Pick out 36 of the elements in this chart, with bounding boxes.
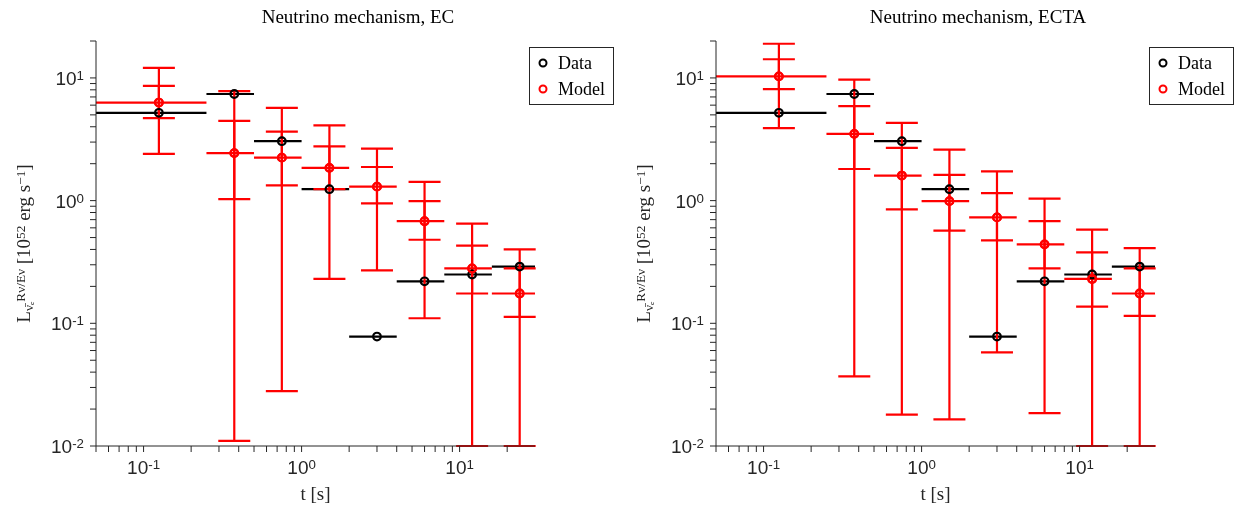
- x-tick-label: 10$^{0}$: [907, 457, 936, 478]
- x-tick-label: 10$^{0}$: [287, 457, 316, 478]
- point: [276, 136, 287, 147]
- point: [1039, 276, 1050, 287]
- point: [229, 89, 240, 99]
- point: [896, 136, 907, 147]
- point: [992, 331, 1002, 342]
- y-tick-label: 10$^{-1}$: [671, 313, 704, 335]
- x-tick-label: 10$^{-1}$: [127, 457, 161, 478]
- chart-title: Neutrino mechanism, EC: [260, 6, 456, 28]
- x-tick-label: 10$^{1}$: [1065, 457, 1094, 478]
- x-axis-title: t [s]: [920, 483, 951, 504]
- x-axis-title: t [s]: [300, 483, 331, 504]
- point: [514, 261, 525, 272]
- point: [1087, 269, 1098, 280]
- y-tick-label: 10$^{0}$: [55, 190, 84, 212]
- legend-label: Model: [1178, 78, 1225, 101]
- x-tick-label: 10$^{1}$: [445, 457, 474, 478]
- point: [849, 89, 860, 99]
- chart-title: Neutrino mechanism, ECTA: [868, 6, 1088, 28]
- legend-label: Data: [1178, 52, 1212, 75]
- x-tick-label: 10$^{-1}$: [747, 457, 781, 478]
- y-tick-label: 10$^{1}$: [675, 67, 704, 89]
- point: [1134, 261, 1145, 272]
- legend-label: Data: [558, 52, 592, 75]
- legend-label: Model: [558, 78, 605, 101]
- point: [944, 184, 955, 195]
- y-tick-label: 10$^{-2}$: [51, 436, 84, 457]
- point: [419, 276, 430, 287]
- point: [324, 184, 335, 195]
- y-tick-label: 10$^{0}$: [675, 190, 704, 212]
- y-tick-label: 10$^{-2}$: [671, 436, 704, 457]
- point: [467, 269, 478, 280]
- y-tick-label: 10$^{1}$: [55, 67, 84, 89]
- point: [372, 331, 382, 342]
- y-tick-label: 10$^{-1}$: [51, 313, 84, 335]
